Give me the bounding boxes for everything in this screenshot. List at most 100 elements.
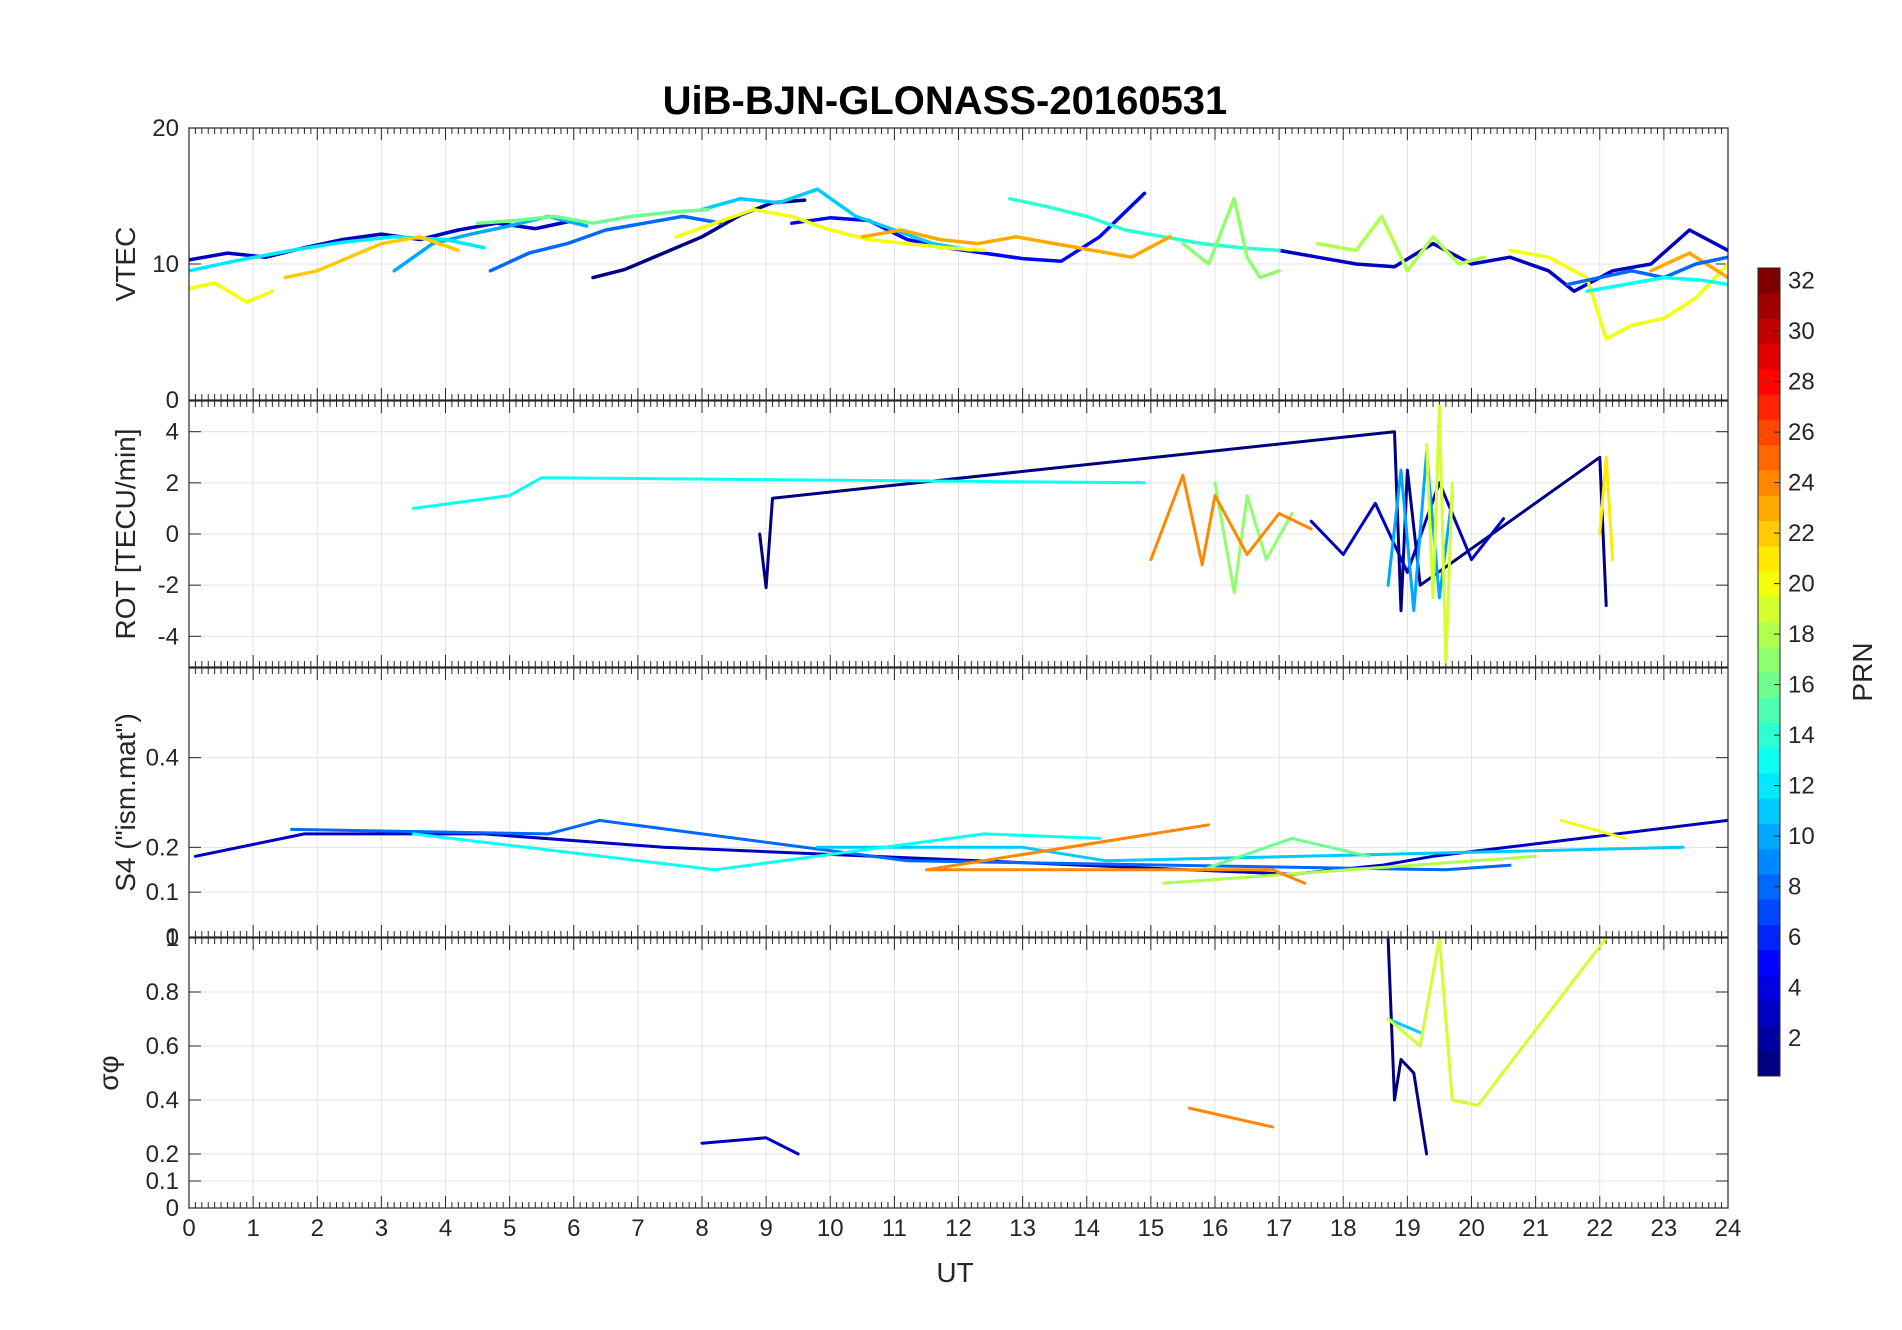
y-axis-label: S4 ("ism.mat")	[110, 713, 141, 892]
x-tick-label: 24	[1715, 1215, 1742, 1242]
y-tick-label: 0	[166, 521, 179, 548]
colorbar-segment	[1758, 747, 1780, 774]
colorbar-segment	[1758, 975, 1780, 1001]
series-line	[1386, 938, 1608, 1107]
y-tick-label: -2	[158, 572, 179, 599]
colorbar-tick-label: 8	[1788, 874, 1801, 901]
series-line	[1585, 275, 1728, 293]
series-line	[1149, 473, 1313, 567]
series-line	[1425, 404, 1454, 664]
colorbar-segment	[1758, 697, 1780, 723]
series-line	[1277, 228, 1728, 293]
colorbar-segment	[1758, 444, 1780, 471]
colorbar-segment	[1758, 268, 1780, 294]
series-line	[1649, 251, 1728, 280]
series-line	[189, 281, 275, 304]
colorbar-segment	[1758, 874, 1780, 900]
y-tick-label: 0	[166, 1195, 179, 1222]
series-line	[1200, 836, 1371, 872]
y-tick-label: 4	[166, 419, 179, 446]
panel-1: 0 10 20 VTEC	[110, 115, 1729, 414]
series-line	[1213, 481, 1294, 595]
colorbar-segment	[1758, 495, 1780, 521]
y-tick-label: 20	[152, 115, 179, 142]
x-tick-label: 17	[1266, 1215, 1293, 1242]
colorbar-tick-label: 16	[1788, 672, 1815, 699]
colorbar-segment	[1758, 369, 1780, 395]
series-line	[860, 228, 1172, 259]
y-tick-label: 0.6	[146, 1033, 179, 1060]
colorbar-segment	[1758, 571, 1780, 597]
x-tick-label: 0	[182, 1215, 195, 1242]
series-line	[411, 476, 1146, 510]
x-tick-label: 2	[311, 1215, 324, 1242]
x-tick-label: 6	[567, 1215, 580, 1242]
panel-border	[188, 667, 1729, 938]
colorbar-tick-label: 30	[1788, 318, 1815, 345]
series-line	[1008, 196, 1281, 253]
series-line	[283, 235, 461, 280]
colorbar-tick-label: 4	[1788, 975, 1801, 1002]
panel-border	[188, 127, 1729, 401]
y-axis-label: VTEC	[110, 227, 141, 302]
series-line	[488, 214, 723, 273]
colorbar-segment	[1758, 646, 1780, 673]
series-line	[189, 235, 486, 273]
colorbar-segment	[1758, 722, 1780, 749]
colorbar-tick-label: 28	[1788, 369, 1815, 396]
colorbar-tick-label: 18	[1788, 621, 1815, 648]
panel-border	[188, 937, 1729, 1209]
series-line	[411, 832, 1102, 872]
colorbar-segment	[1758, 293, 1780, 319]
series-line	[674, 207, 986, 253]
y-axis-label: ROT [TECU/min]	[110, 428, 141, 639]
colorbar-segment	[1758, 1000, 1780, 1026]
colorbar-segment	[1758, 470, 1780, 496]
series-line	[815, 845, 1685, 863]
series-line	[290, 818, 1512, 872]
y-tick-label: 0.4	[146, 745, 179, 772]
x-tick-label: 14	[1073, 1215, 1100, 1242]
x-tick-label: 7	[631, 1215, 644, 1242]
series-line	[1315, 214, 1487, 273]
colorbar-segment	[1758, 621, 1780, 648]
x-tick-label: 19	[1394, 1215, 1421, 1242]
colorbar-tick-label: 24	[1788, 470, 1815, 497]
series-line	[700, 187, 974, 253]
colorbar-segment	[1758, 823, 1780, 850]
colorbar-segment	[1758, 848, 1780, 875]
x-tick-label: 20	[1458, 1215, 1485, 1242]
x-tick-label: 22	[1586, 1215, 1613, 1242]
colorbar-segment	[1758, 596, 1780, 622]
x-tick-label: 23	[1651, 1215, 1678, 1242]
y-tick-label: 0.1	[146, 879, 179, 906]
y-tick-label: 0.1	[146, 1168, 179, 1195]
x-tick-label: 5	[503, 1215, 516, 1242]
x-tick-label: 12	[945, 1215, 972, 1242]
colorbar-segment	[1758, 773, 1780, 799]
x-tick-label: 15	[1138, 1215, 1165, 1242]
colorbar-segment	[1758, 318, 1780, 345]
colorbar-tick-label: 14	[1788, 722, 1815, 749]
colorbar-segment	[1758, 1050, 1780, 1077]
colorbar-segment	[1758, 520, 1780, 547]
colorbar-border	[1757, 267, 1781, 1077]
colorbar-segment	[1758, 1025, 1780, 1052]
series-line	[1386, 938, 1429, 1156]
series-line	[700, 1136, 800, 1156]
series-line	[1162, 854, 1538, 885]
x-tick-label: 4	[439, 1215, 452, 1242]
colorbar-segment	[1758, 899, 1780, 925]
x-axis-label: UT	[936, 1257, 973, 1288]
colorbar-segment	[1758, 394, 1780, 420]
y-tick-label: 0	[166, 924, 179, 951]
series-line	[1559, 818, 1627, 840]
series-line	[1386, 450, 1454, 613]
colorbar-tick-label: 12	[1788, 773, 1815, 800]
colorbar-tick-label: 10	[1788, 823, 1815, 850]
colorbar-segment	[1758, 924, 1780, 951]
colorbar-segment	[1758, 343, 1780, 370]
series-line	[1181, 196, 1281, 280]
colorbar-segment	[1758, 545, 1780, 572]
